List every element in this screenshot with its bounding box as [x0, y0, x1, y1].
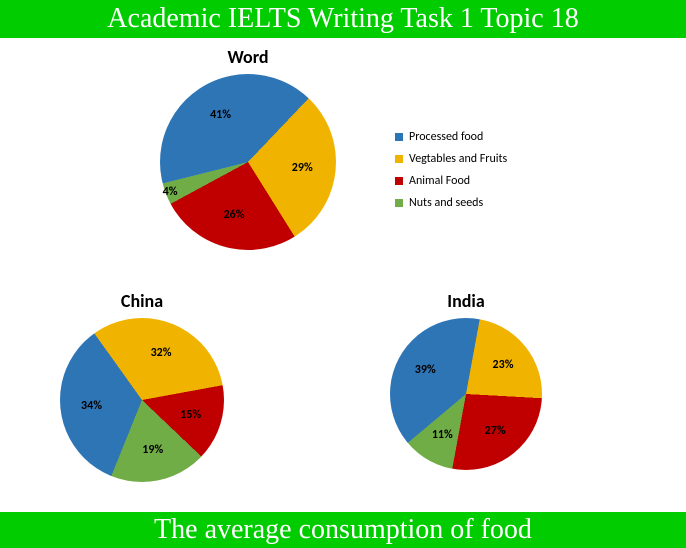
- legend-item-1: Vegtables and Fruits: [395, 152, 507, 166]
- slice-label-2: 15%: [180, 408, 201, 422]
- pie-world: 41% 29% 26% 4%: [160, 74, 336, 250]
- slice-label-1: 29%: [292, 161, 313, 175]
- chart-india: India 39% 23% 27% 11%: [390, 290, 542, 470]
- slice-label-0: 34%: [81, 399, 102, 413]
- slice-label-3: 4%: [163, 185, 178, 199]
- legend-swatch: [395, 155, 403, 163]
- legend-swatch: [395, 199, 403, 207]
- legend-label: Nuts and seeds: [409, 196, 483, 210]
- pie-china: 34% 32% 15% 19%: [60, 318, 224, 482]
- chart-china-title: China: [60, 290, 224, 312]
- chart-china: China 34% 32% 15% 19%: [60, 290, 224, 482]
- slice-label-0: 41%: [210, 108, 231, 122]
- slice-label-3: 19%: [142, 443, 163, 457]
- slice-label-2: 27%: [485, 424, 506, 438]
- legend-label: Processed food: [409, 130, 483, 144]
- chart-india-title: India: [390, 290, 542, 312]
- legend-item-2: Animal Food: [395, 174, 507, 188]
- legend-label: Vegtables and Fruits: [409, 152, 507, 166]
- slice-label-0: 39%: [415, 363, 436, 377]
- chart-world-title: Word: [160, 46, 336, 68]
- slice-label-2: 26%: [224, 208, 245, 222]
- slice-label-1: 32%: [151, 346, 172, 360]
- legend: Processed food Vegtables and Fruits Animal…: [395, 130, 507, 218]
- legend-swatch: [395, 177, 403, 185]
- charts-region: Word 41% 29% 26% 4% Processed food Vegtables…: [0, 38, 686, 512]
- pie-india: 39% 23% 27% 11%: [390, 318, 542, 470]
- legend-label: Animal Food: [409, 174, 470, 188]
- slice-label-3: 11%: [432, 428, 453, 442]
- chart-world: Word 41% 29% 26% 4%: [160, 46, 336, 250]
- slice-label-1: 23%: [493, 358, 514, 372]
- footer-banner: The average consumption of food: [0, 512, 686, 548]
- legend-item-0: Processed food: [395, 130, 507, 144]
- legend-swatch: [395, 133, 403, 141]
- header-banner: Academic IELTS Writing Task 1 Topic 18: [0, 0, 686, 38]
- legend-item-3: Nuts and seeds: [395, 196, 507, 210]
